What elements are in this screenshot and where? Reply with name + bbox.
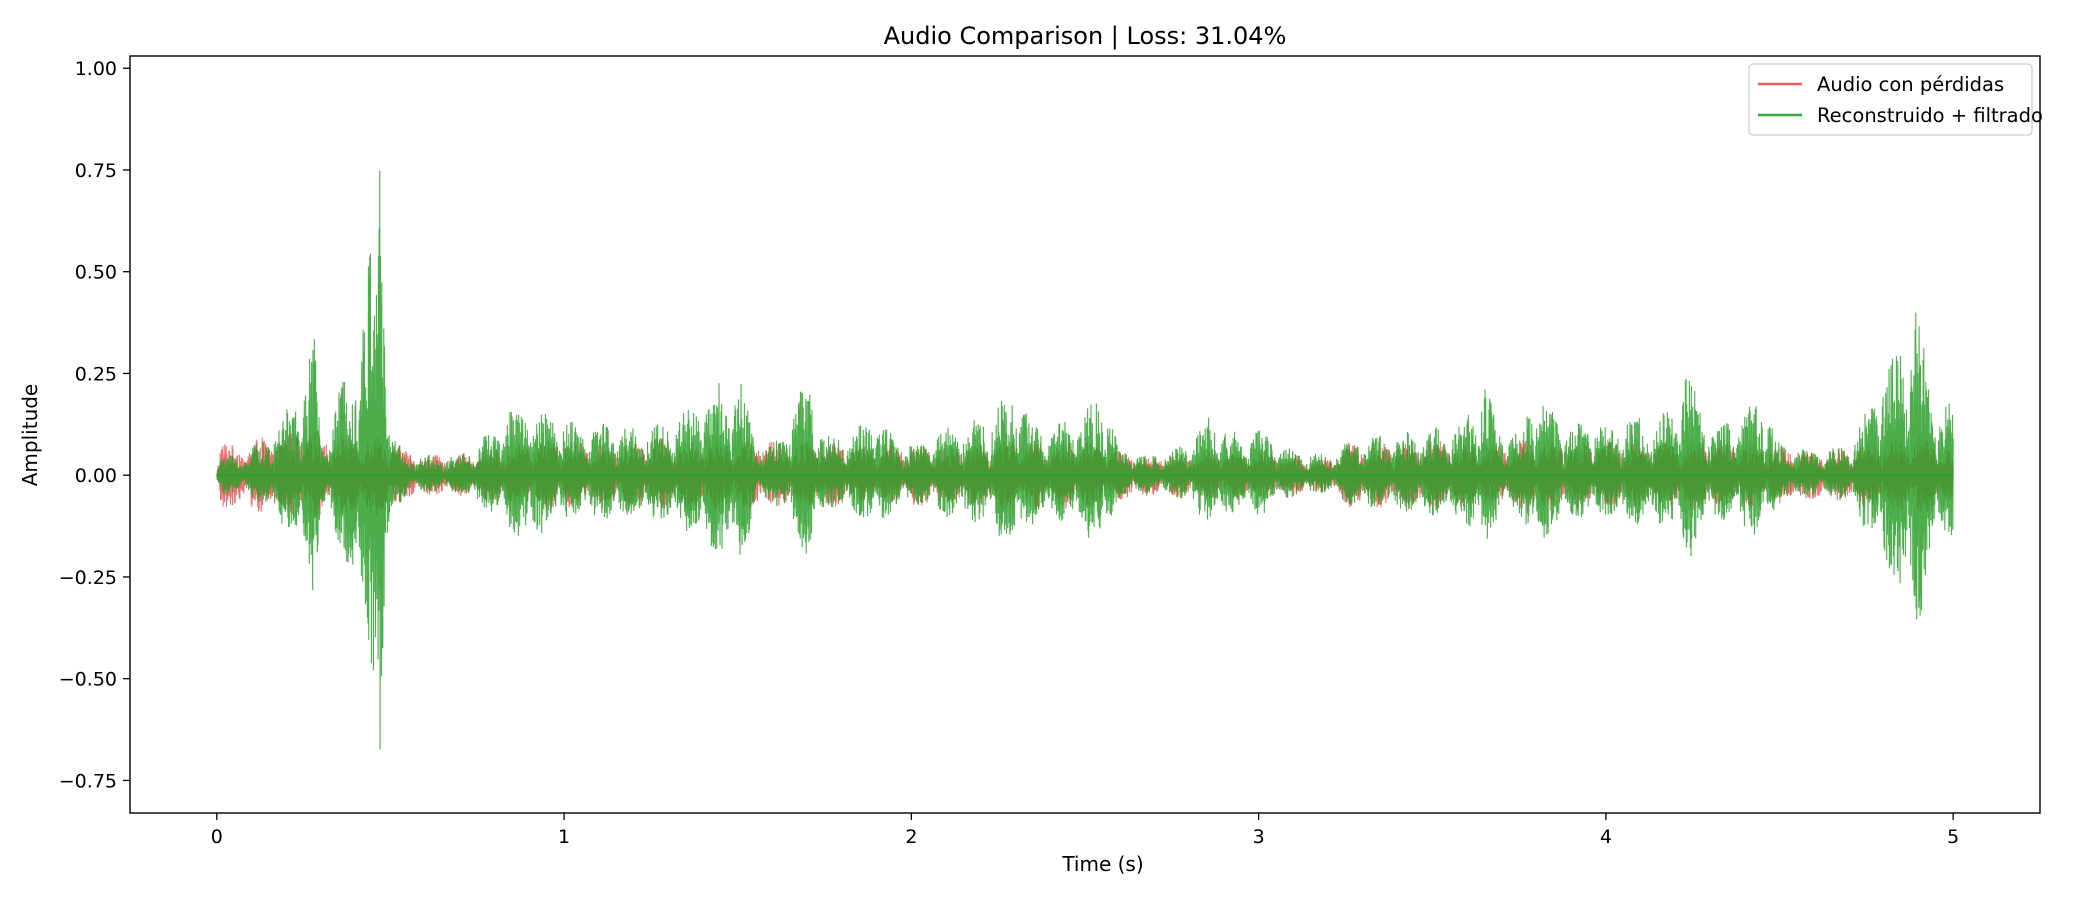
- y-axis-label: Amplitude: [18, 384, 42, 487]
- x-tick-label: 0: [211, 826, 223, 848]
- y-tick-label: −0.50: [59, 669, 117, 691]
- x-tick-label: 3: [1253, 826, 1265, 848]
- chart-title: Audio Comparison | Loss: 31.04%: [884, 22, 1287, 50]
- y-tick-label: −0.25: [59, 567, 117, 589]
- y-axis: 1.00 0.75 0.50 0.25 0.00 −0.25 −0.50 −0.75: [59, 58, 130, 792]
- legend-box: [1748, 63, 2033, 136]
- x-axis: 0 1 2 3 4 5: [211, 813, 1959, 848]
- y-tick-label: 0.25: [75, 363, 117, 385]
- legend: Audio con pérdidas Reconstruido + filtra…: [1748, 63, 2043, 136]
- plot-frame: [129, 55, 2041, 814]
- x-axis-label: Time (s): [1061, 852, 1143, 876]
- legend-label-series-1: Reconstruido + filtrado: [1817, 104, 2043, 127]
- x-tick-label: 5: [1947, 826, 1959, 848]
- x-tick-label: 4: [1600, 826, 1612, 848]
- y-tick-label: −0.75: [59, 770, 117, 792]
- waveform-series-1: [216, 170, 1954, 750]
- y-tick-label: 0.50: [75, 262, 117, 284]
- y-tick-label: 1.00: [75, 58, 117, 80]
- y-tick-label: 0.75: [75, 160, 117, 182]
- y-tick-label: 0.00: [75, 465, 117, 487]
- x-tick-label: 1: [558, 826, 570, 848]
- legend-label-series-0: Audio con pérdidas: [1817, 73, 2004, 96]
- x-tick-label: 2: [905, 826, 917, 848]
- plot-area: [216, 170, 1954, 750]
- series-layer: [216, 170, 1954, 750]
